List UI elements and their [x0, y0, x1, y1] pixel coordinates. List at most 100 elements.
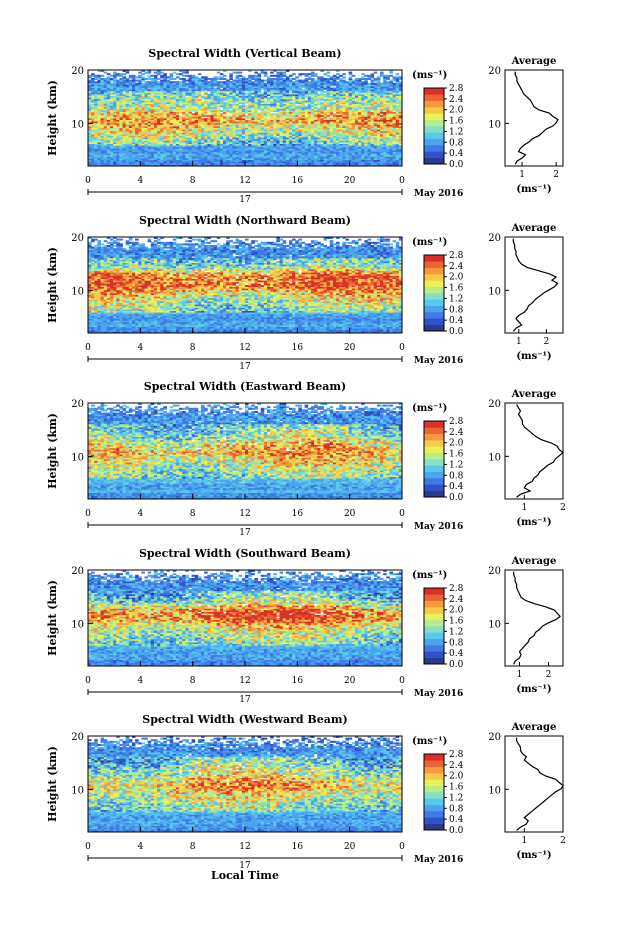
heatmap-cell	[282, 158, 287, 160]
heatmap-cell	[226, 108, 230, 111]
heatmap-cell	[332, 154, 337, 157]
heatmap-cell	[373, 127, 378, 130]
heatmap-cell	[232, 118, 236, 120]
heatmap-cell	[389, 130, 393, 133]
heatmap-cell	[254, 156, 258, 159]
heatmap-cell	[106, 156, 111, 159]
heatmap-cell	[153, 124, 158, 127]
heatmap-cell	[288, 162, 293, 165]
heatmap-cell	[147, 142, 152, 144]
heatmap-cell	[109, 146, 114, 149]
heatmap-cell	[179, 119, 183, 122]
heatmap-cell	[273, 110, 277, 112]
heatmap-cell	[219, 122, 224, 125]
heatmap-cell	[320, 114, 324, 117]
heatmap-cell	[213, 150, 218, 152]
heatmap-cell	[194, 116, 199, 119]
heatmap-cell	[226, 94, 230, 96]
heatmap-cell	[125, 150, 130, 152]
heatmap-cell	[298, 110, 302, 112]
heatmap-cell	[204, 126, 208, 128]
heatmap-cell	[257, 154, 262, 157]
heatmap-cell	[175, 111, 180, 114]
heatmap-cell	[160, 164, 164, 167]
heatmap-cell	[204, 118, 208, 120]
heatmap-cell	[113, 135, 117, 138]
heatmap-cell	[389, 150, 393, 152]
heatmap-cell	[141, 130, 145, 133]
heatmap-cell	[97, 140, 101, 143]
heatmap-cell	[386, 137, 390, 140]
heatmap-cell	[119, 127, 123, 130]
heatmap-cell	[135, 150, 139, 152]
heatmap-cell	[131, 158, 136, 160]
heatmap-cell	[163, 142, 167, 144]
heatmap-cell	[295, 116, 299, 119]
heatmap-cell	[345, 154, 350, 157]
heatmap-cell	[91, 137, 95, 140]
heatmap-cell	[144, 164, 149, 167]
heatmap-cell	[213, 138, 218, 141]
heatmap-cell	[235, 137, 240, 140]
heatmap-cell	[358, 154, 362, 157]
heatmap-cell	[323, 158, 328, 160]
heatmap-cell	[235, 116, 240, 119]
heatmap-cell	[245, 118, 249, 120]
heatmap-cell	[361, 143, 365, 146]
heatmap-cell	[386, 162, 390, 165]
heatmap-cell	[332, 118, 337, 120]
heatmap-cell	[270, 129, 274, 132]
heatmap-cell	[229, 121, 233, 124]
heatmap-cell	[182, 121, 186, 124]
heatmap-cell	[320, 121, 324, 124]
heatmap-cell	[131, 137, 136, 140]
heatmap-cell	[223, 138, 227, 141]
heatmap-cell	[386, 126, 390, 128]
heatmap-cell	[97, 105, 101, 108]
heatmap-cell	[395, 151, 400, 154]
heatmap-cell	[179, 130, 183, 133]
heatmap-cell	[160, 153, 164, 156]
heatmap-cell	[292, 134, 296, 136]
heatmap-cell	[285, 142, 290, 144]
heatmap-cell	[188, 119, 193, 122]
heatmap-cell	[254, 135, 258, 138]
heatmap-cell	[279, 138, 284, 141]
heatmap-cell	[188, 162, 193, 165]
heatmap-cell	[310, 106, 315, 109]
heatmap-cell	[185, 161, 189, 164]
heatmap-cell	[279, 148, 284, 151]
heatmap-cell	[169, 158, 174, 160]
heatmap-cell	[160, 129, 164, 132]
heatmap-cell	[329, 137, 334, 140]
heatmap-cell	[94, 124, 98, 127]
heatmap-cell	[245, 126, 249, 128]
heatmap-cell	[354, 111, 359, 114]
heatmap-cell	[304, 113, 309, 116]
heatmap-cell	[131, 110, 136, 112]
heatmap-cell	[345, 127, 350, 130]
heatmap-cell	[279, 137, 284, 140]
heatmap-cell	[97, 121, 101, 124]
heatmap-cell	[373, 114, 378, 117]
heatmap-cell	[144, 148, 149, 151]
heatmap-cell	[201, 151, 205, 154]
heatmap-cell	[266, 111, 271, 114]
heatmap-cell	[266, 162, 271, 165]
heatmap-cell	[354, 122, 359, 125]
heatmap-cell	[326, 110, 331, 112]
heatmap-cell	[216, 161, 221, 164]
heatmap-cell	[106, 158, 111, 160]
heatmap-cell	[351, 118, 356, 120]
heatmap-cell	[339, 162, 343, 165]
heatmap-cell	[292, 161, 296, 164]
heatmap-cell	[285, 118, 290, 120]
heatmap-cell	[380, 161, 384, 164]
heatmap-cell	[226, 121, 230, 124]
heatmap-cell	[332, 158, 337, 160]
heatmap-cell	[116, 162, 120, 165]
heatmap-cell	[166, 158, 171, 160]
heatmap-cell	[288, 108, 293, 111]
heatmap-cell	[332, 132, 337, 135]
heatmap-cell	[109, 135, 114, 138]
